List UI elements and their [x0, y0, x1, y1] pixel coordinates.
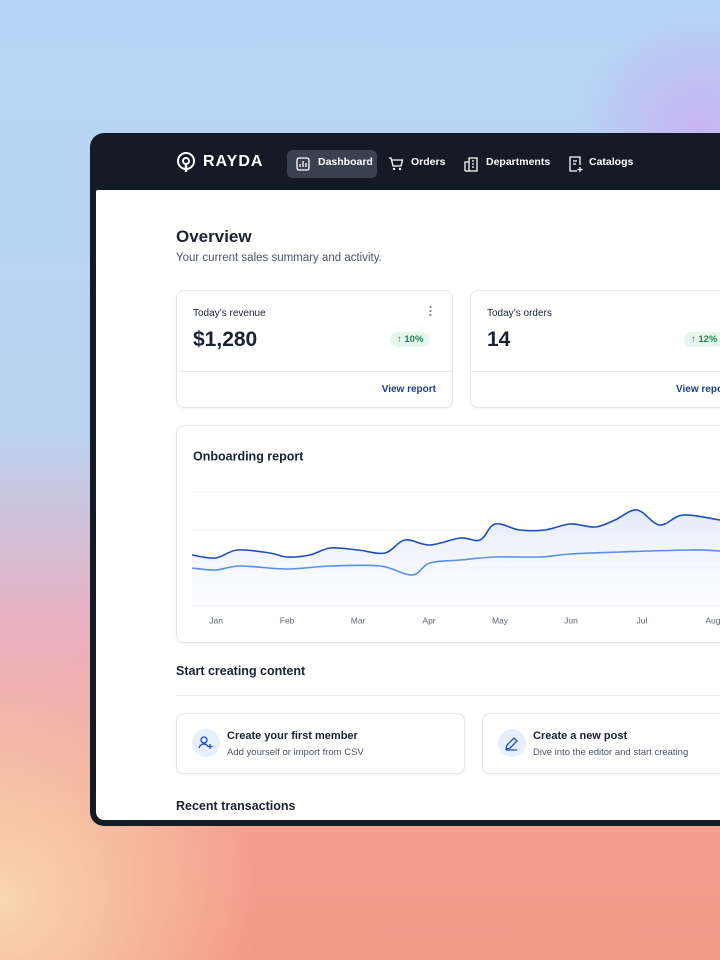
section-title: Recent transactions [176, 799, 296, 813]
brand: RAYDA [203, 152, 264, 170]
nav-item[interactable]: Orders [411, 155, 446, 168]
area-fill [192, 509, 720, 606]
view-report-link[interactable]: View report [381, 384, 436, 395]
x-tick-label: Feb [280, 615, 295, 625]
change-value: 12% [698, 334, 718, 345]
action-subtitle: Add yourself or import from CSV [227, 747, 364, 758]
nav-active-bg [287, 150, 377, 178]
icon [498, 729, 526, 757]
view-report-link[interactable]: View report [676, 384, 720, 395]
logo-icon [177, 152, 195, 172]
stat-card: Today’s revenue $1,280 ↑ 10% View report [176, 290, 453, 408]
action-title: Create a new post [533, 730, 628, 742]
stat-label: Today’s revenue [193, 308, 266, 319]
icon [464, 157, 478, 172]
icon [389, 157, 404, 171]
action-title: Create your first member [227, 730, 358, 742]
chart-title: Onboarding report [193, 449, 304, 463]
x-tick-label: May [492, 615, 509, 625]
line [191, 509, 720, 559]
stat-value: 14 [487, 328, 511, 351]
x-tick-label: Aug [705, 615, 720, 625]
change-badge: ↑ 12% [684, 332, 720, 347]
nav-item[interactable]: Dashboard [318, 155, 373, 168]
icon [192, 729, 220, 757]
icon [569, 156, 583, 172]
stat-label: Today’s orders [487, 308, 552, 319]
icon [296, 157, 310, 171]
page-title: Overview [176, 227, 252, 246]
main-content: Overview Your current sales summary and … [96, 190, 720, 820]
action-card[interactable]: Create a new post Dive into the editor a… [482, 713, 720, 774]
change-badge: ↑ 10% [390, 332, 431, 347]
action-card[interactable]: Create your first member Add yourself or… [176, 713, 465, 774]
section-title: Start creating content [176, 664, 306, 678]
change-value: 10% [404, 334, 424, 345]
x-tick-label: Jan [209, 615, 223, 625]
divider [471, 371, 720, 372]
app-window: RAYDA Dashboard Orders Departments Catal… [90, 133, 720, 826]
page-subtitle: Your current sales summary and activity. [176, 252, 382, 264]
stat-value: $1,280 [193, 328, 258, 351]
menu-icon[interactable] [429, 305, 432, 317]
divider [176, 695, 720, 696]
nav-item[interactable]: Departments [486, 155, 551, 168]
x-tick-label: Jul [636, 615, 647, 625]
x-tick-label: Mar [351, 615, 366, 625]
divider [177, 371, 452, 372]
x-tick-label: Apr [422, 615, 435, 625]
stat-card: Today’s orders 14 ↑ 12% View report [470, 290, 720, 408]
nav-item[interactable]: Catalogs [589, 155, 634, 168]
line [191, 549, 720, 576]
x-tick-label: Jun [564, 615, 578, 625]
action-subtitle: Dive into the editor and start creating [533, 747, 689, 758]
